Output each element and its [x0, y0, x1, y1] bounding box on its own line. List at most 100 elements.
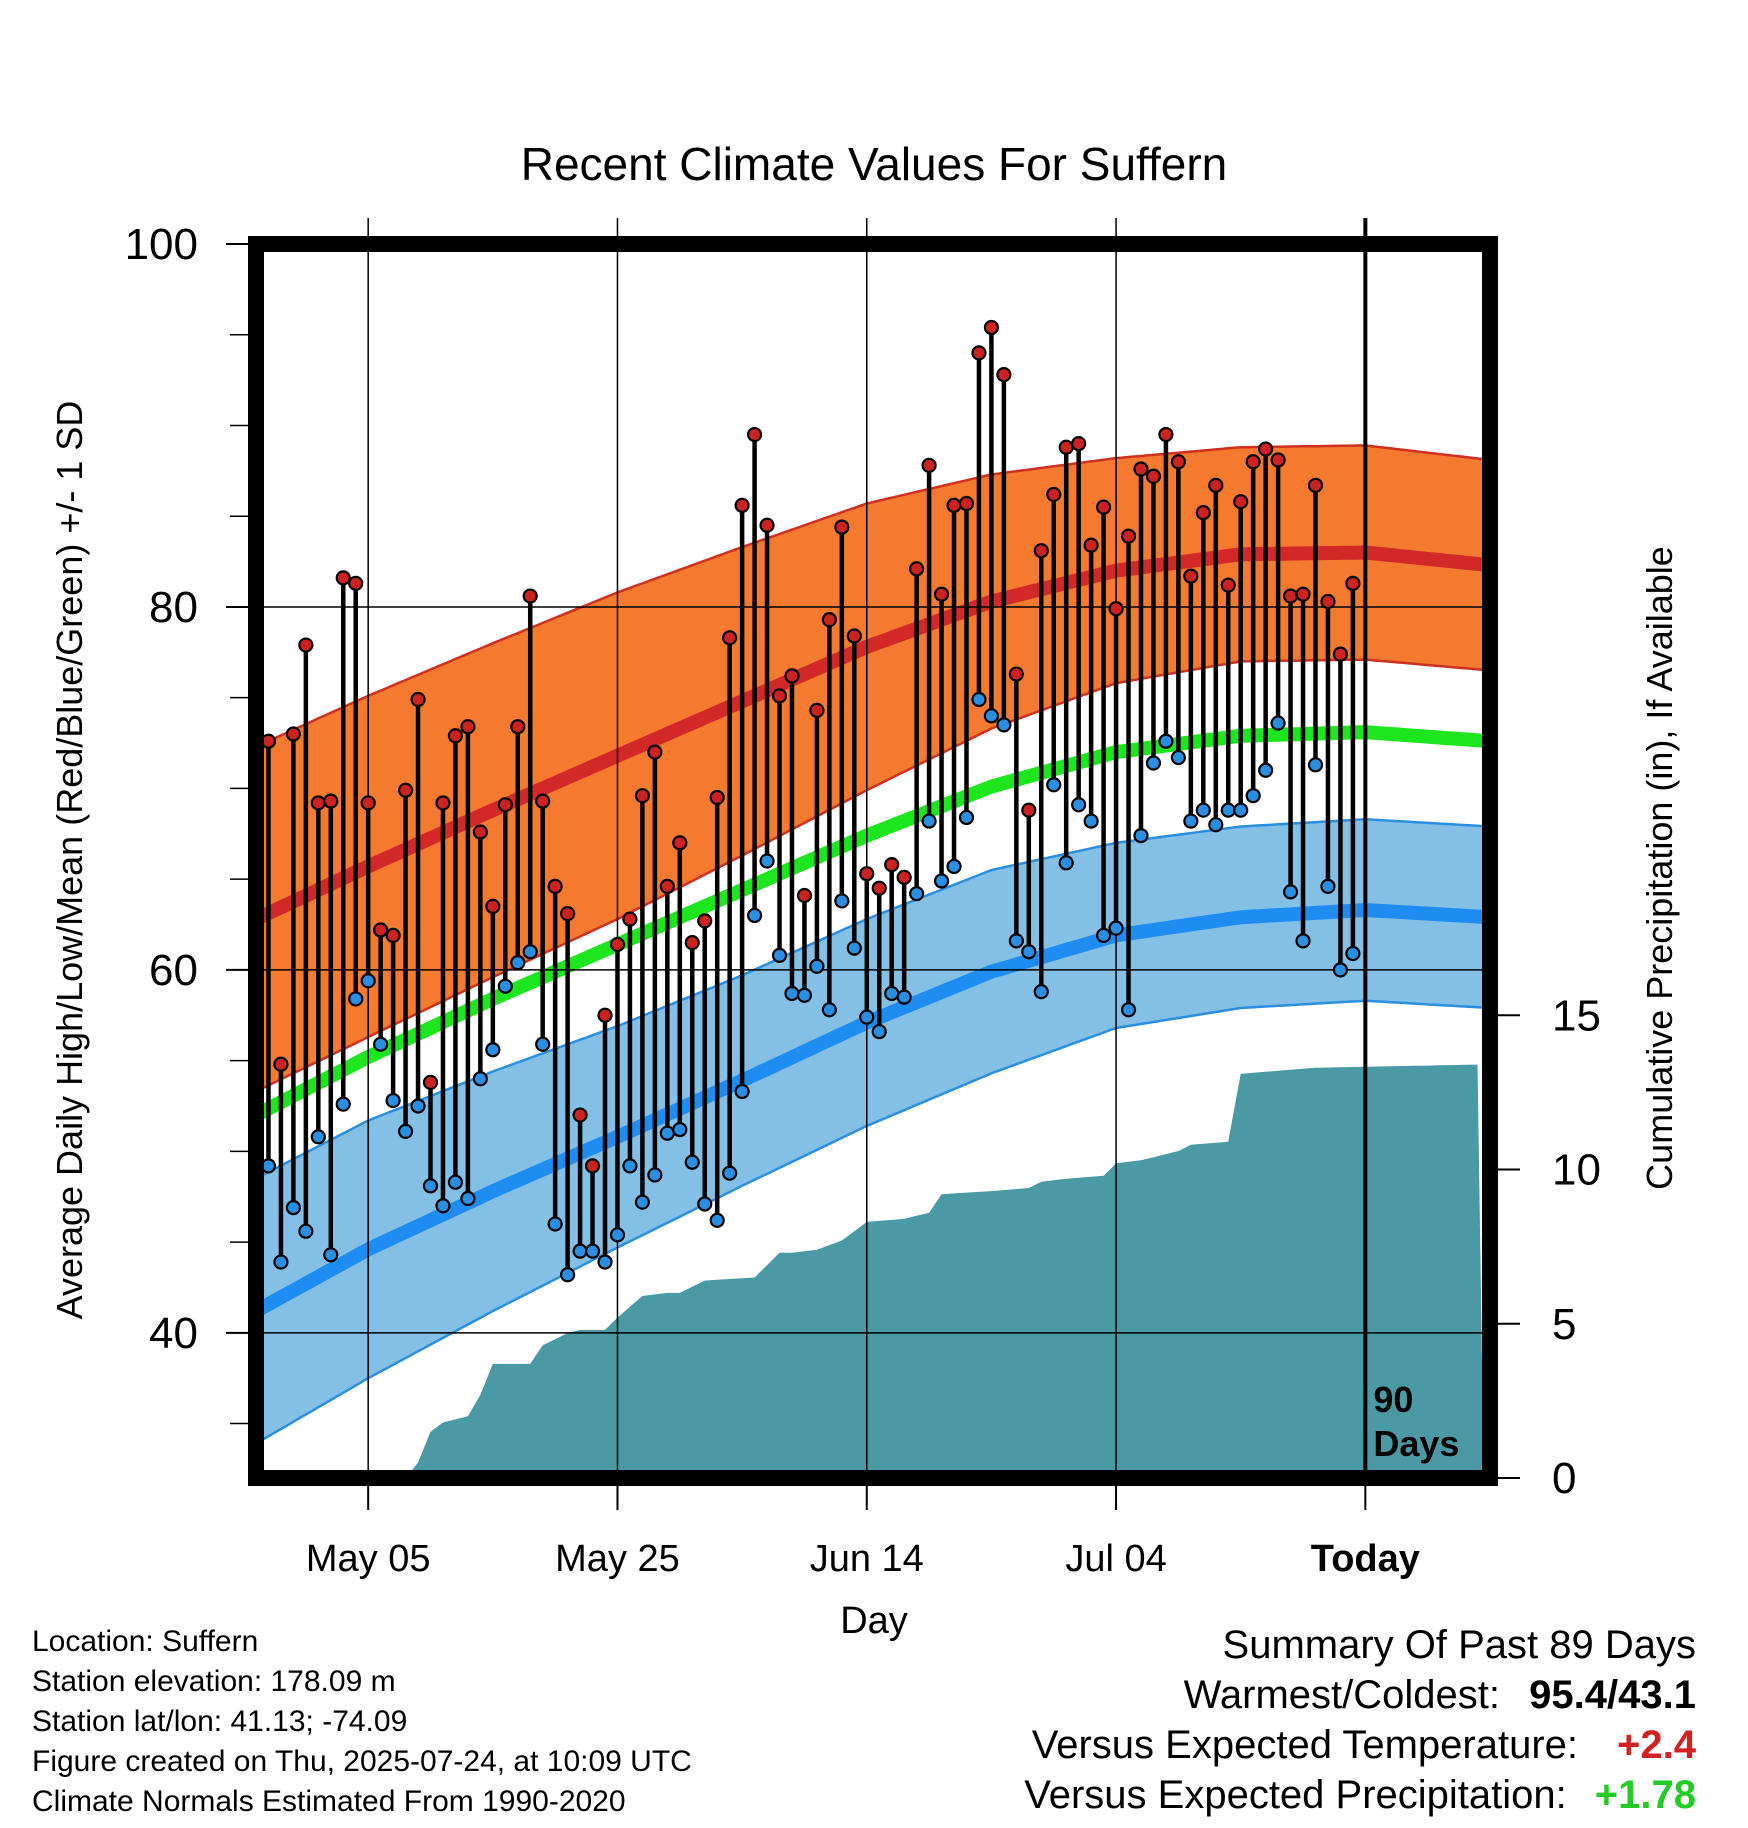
daily-high-point — [485, 898, 501, 914]
daily-high-point — [996, 367, 1012, 383]
daily-low-point — [1046, 777, 1062, 793]
summary-temp-row: Versus Expected Temperature: +2.4 — [1024, 1720, 1696, 1770]
y-axis-label: Average Daily High/Low/Mean (Red/Blue/Gr… — [49, 401, 90, 1320]
daily-low-point — [759, 853, 775, 869]
daily-low-point — [1071, 797, 1087, 813]
daily-high-point — [896, 869, 912, 885]
daily-high-point — [746, 426, 763, 443]
y-tick-label: 40 — [149, 1309, 198, 1358]
daily-low-point — [971, 691, 987, 708]
daily-low-point — [609, 1227, 626, 1243]
daily-low-point — [796, 987, 813, 1003]
daily-low-point — [634, 1194, 651, 1210]
daily-high-point — [510, 719, 526, 735]
plot-area: 90 Days — [230, 218, 1498, 1504]
warmest-label: Warmest/Coldest: — [1183, 1673, 1500, 1717]
daily-low-point — [771, 947, 788, 963]
daily-high-point — [1208, 477, 1224, 493]
y2-tick-label: 10 — [1552, 1146, 1601, 1195]
summary-title: Summary Of Past 89 Days — [1222, 1623, 1696, 1667]
daily-low-point — [497, 978, 513, 994]
daily-low-point — [1145, 755, 1162, 771]
station-location: Location: Suffern — [32, 1625, 259, 1658]
daily-high-point — [273, 1056, 289, 1072]
daily-low-point — [348, 991, 364, 1007]
low-band-lower-edge — [255, 999, 1484, 1445]
daily-high-point — [1095, 499, 1112, 515]
low-band-upper-edge — [255, 818, 1484, 1180]
daily-low-point — [722, 1165, 738, 1181]
daily-low-point — [572, 1243, 588, 1259]
daily-high-point — [360, 795, 376, 811]
y-axis-right: 0 5 10 15 — [1498, 991, 1601, 1503]
daily-low-point — [622, 1158, 638, 1174]
daily-high-point — [1282, 588, 1299, 604]
daily-low-point — [1021, 944, 1037, 960]
daily-high-point — [1058, 439, 1074, 455]
daily-low-point — [672, 1121, 688, 1138]
daily-high-point — [958, 495, 975, 512]
x-tick-label: Today — [1311, 1538, 1420, 1580]
daily-high-point — [659, 878, 675, 895]
daily-high-point — [672, 835, 688, 851]
daily-high-point — [1133, 461, 1149, 477]
daily-low-point — [834, 893, 850, 909]
today-marker-label: 90 Days — [1373, 1379, 1459, 1464]
daily-low-point — [1282, 884, 1299, 900]
station-latlon: Station lat/lon: 41.13; -74.09 — [32, 1705, 408, 1738]
daily-low-point — [298, 1223, 314, 1239]
daily-low-point — [958, 809, 975, 826]
daily-high-point — [771, 688, 788, 704]
daily-high-point — [884, 857, 900, 873]
daily-low-point — [809, 958, 825, 974]
daily-high-point — [298, 637, 314, 653]
daily-high-point — [572, 1107, 588, 1123]
daily-low-point — [933, 873, 950, 889]
daily-high-point — [622, 911, 638, 927]
daily-high-point — [1295, 586, 1311, 602]
daily-high-point — [348, 575, 364, 591]
daily-high-point — [834, 519, 850, 535]
daily-high-point — [1033, 543, 1049, 559]
daily-high-point — [584, 1158, 601, 1174]
daily-high-point — [983, 319, 1000, 336]
daily-high-point — [759, 517, 775, 533]
daily-low-point — [335, 1096, 351, 1112]
y-tick-label: 60 — [149, 946, 198, 995]
daily-high-point — [933, 586, 950, 602]
summary-panel: Summary Of Past 89 Days Warmest/Coldest:… — [1024, 1620, 1696, 1820]
x-tick-label: Jun 14 — [810, 1538, 924, 1580]
daily-high-point — [734, 497, 750, 513]
daily-high-point — [684, 935, 700, 951]
daily-high-point — [522, 588, 538, 604]
daily-high-point — [709, 789, 725, 806]
daily-low-point — [1320, 878, 1336, 895]
daily-high-point — [497, 797, 513, 813]
daily-high-point — [1320, 593, 1336, 610]
daily-high-point — [1307, 477, 1324, 493]
daily-low-point — [1170, 749, 1186, 766]
daily-high-point — [560, 906, 576, 922]
daily-low-point — [360, 973, 376, 989]
daily-low-point — [422, 1178, 439, 1194]
daily-low-point — [597, 1254, 613, 1270]
figure-created: Figure created on Thu, 2025-07-24, at 10… — [32, 1745, 692, 1778]
daily-low-point — [447, 1174, 464, 1190]
y-axis-left: 40 60 80 100 — [125, 220, 248, 1425]
daily-high-point — [1021, 802, 1037, 818]
daily-high-point — [647, 744, 663, 760]
x-tick-label: May 25 — [555, 1538, 680, 1580]
daily-low-point — [746, 907, 763, 924]
daily-low-point — [1245, 788, 1261, 804]
daily-low-point — [1183, 813, 1199, 829]
daily-high-point — [971, 345, 987, 361]
daily-high-point — [1046, 486, 1062, 503]
daily-low-point — [1295, 933, 1311, 949]
daily-high-point — [821, 612, 837, 628]
daily-low-point — [1258, 762, 1274, 778]
daily-high-point — [1332, 646, 1349, 662]
daily-low-point — [547, 1216, 563, 1232]
daily-high-point — [597, 1007, 613, 1023]
daily-high-point — [909, 561, 925, 577]
daily-low-point — [996, 717, 1012, 733]
